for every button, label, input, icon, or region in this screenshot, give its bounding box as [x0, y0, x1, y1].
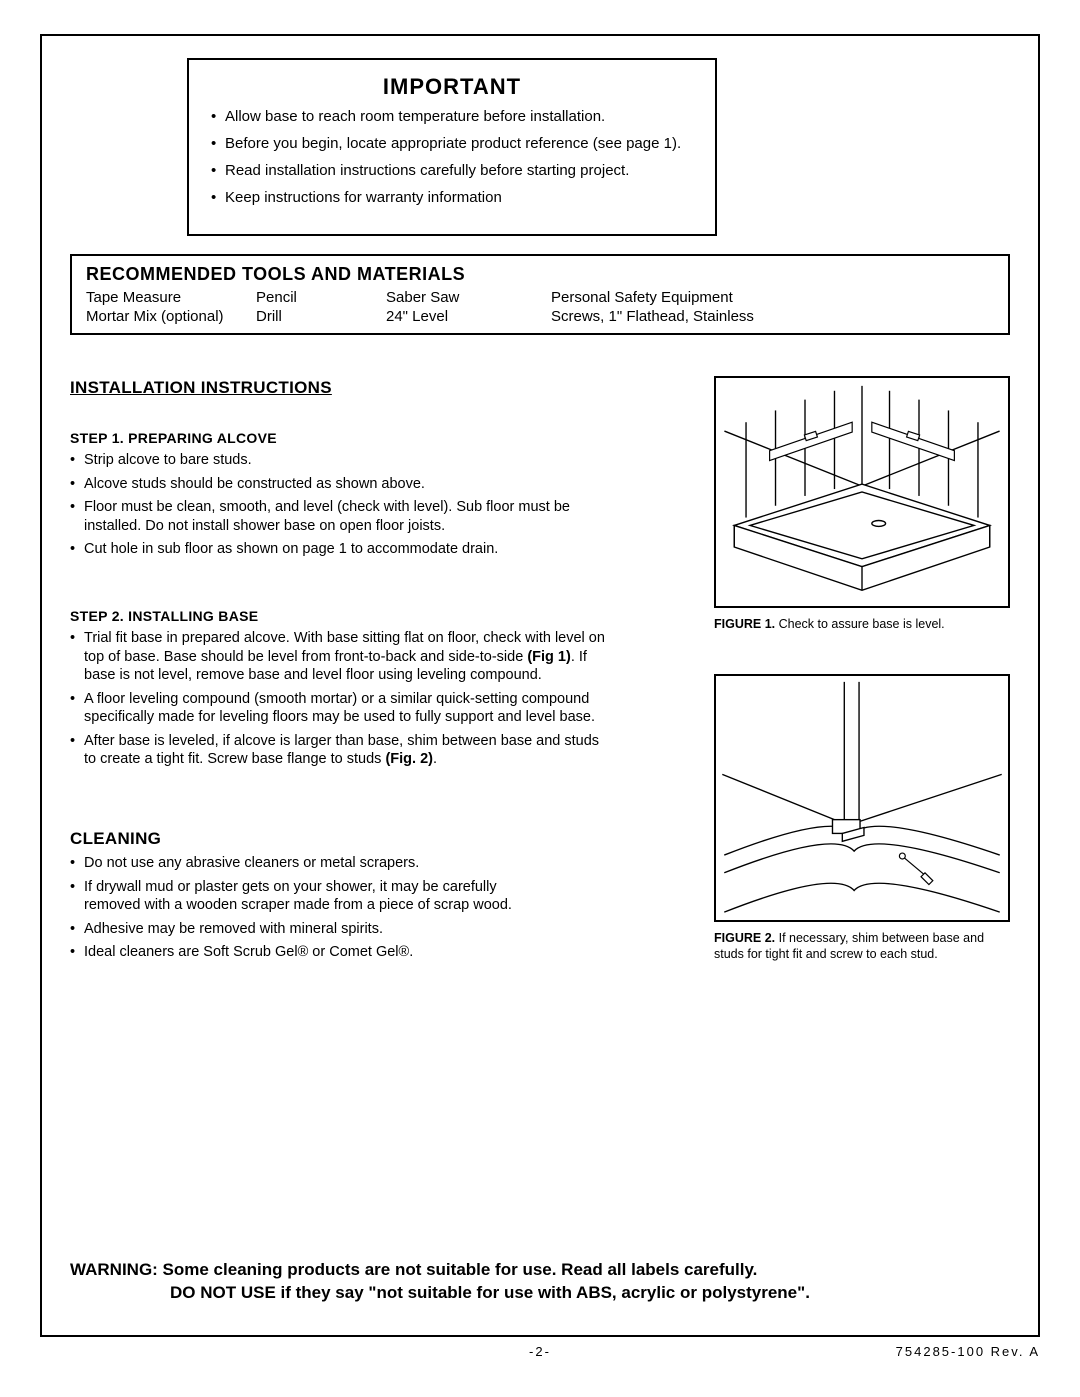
cleaning-item: If drywall mud or plaster gets on your s… [70, 878, 550, 915]
step2-item: Trial fit base in prepared alcove. With … [70, 629, 615, 685]
page-number: -2- [529, 1344, 551, 1359]
tool-item: Tape Measure [86, 289, 256, 306]
warning-line-2: DO NOT USE if they say "not suitable for… [170, 1282, 1010, 1305]
important-box: IMPORTANT Allow base to reach room tempe… [187, 58, 717, 236]
important-list: Allow base to reach room temperature bef… [211, 108, 693, 206]
step2-item: A floor leveling compound (smooth mortar… [70, 690, 615, 727]
fig1-text: Check to assure base is level. [775, 617, 945, 631]
fig1-label: FIGURE 1. [714, 617, 775, 631]
revision: 754285-100 Rev. A [896, 1344, 1040, 1359]
install-heading: INSTALLATION INSTRUCTIONS [70, 378, 332, 398]
step2-section: STEP 2. INSTALLING BASE Trial fit base i… [70, 592, 615, 774]
step2-title: STEP 2. INSTALLING BASE [70, 608, 615, 624]
step2-text: After base is leveled, if alcove is larg… [84, 733, 599, 768]
tool-item: Screws, 1" Flathead, Stainless [551, 308, 851, 325]
cleaning-list: Do not use any abrasive cleaners or meta… [70, 854, 550, 962]
page-inner-border: IMPORTANT Allow base to reach room tempe… [40, 34, 1040, 1337]
step1-title: STEP 1. PREPARING ALCOVE [70, 430, 600, 446]
install-heading-wrap: INSTALLATION INSTRUCTIONS [70, 378, 332, 398]
important-item: Before you begin, locate appropriate pro… [211, 135, 693, 152]
figure-2-caption: FIGURE 2. If necessary, shim between bas… [714, 931, 1010, 962]
fig-ref: (Fig. 2) [385, 751, 433, 767]
tool-item: Pencil [256, 289, 386, 306]
important-title: IMPORTANT [211, 74, 693, 100]
footer: -2- 754285-100 Rev. A [40, 1344, 1040, 1359]
fig-ref: (Fig 1) [527, 649, 571, 665]
important-item: Allow base to reach room temperature bef… [211, 108, 693, 125]
warning-block: WARNING: Some cleaning products are not … [70, 1259, 1010, 1305]
step2-text: . [433, 751, 437, 767]
figure-2 [714, 674, 1010, 922]
cleaning-item: Ideal cleaners are Soft Scrub Gel® or Co… [70, 943, 550, 962]
tool-item: Personal Safety Equipment [551, 289, 851, 306]
cleaning-section: CLEANING Do not use any abrasive cleaner… [70, 829, 550, 967]
figure-2-svg [716, 676, 1008, 920]
tools-title: RECOMMENDED TOOLS AND MATERIALS [86, 264, 994, 285]
step1-item: Alcove studs should be constructed as sh… [70, 475, 600, 494]
tool-item: Saber Saw [386, 289, 551, 306]
cleaning-item: Do not use any abrasive cleaners or meta… [70, 854, 550, 873]
warning-line-1: WARNING: Some cleaning products are not … [70, 1260, 757, 1279]
tool-item: Mortar Mix (optional) [86, 308, 256, 325]
step1-item: Cut hole in sub floor as shown on page 1… [70, 540, 600, 559]
step1-list: Strip alcove to bare studs. Alcove studs… [70, 451, 600, 559]
tool-item: Drill [256, 308, 386, 325]
tools-box: RECOMMENDED TOOLS AND MATERIALS Tape Mea… [70, 254, 1010, 335]
figure-1-caption: FIGURE 1. Check to assure base is level. [714, 617, 1010, 633]
figure-1-svg [716, 378, 1008, 606]
figure-1 [714, 376, 1010, 608]
tool-item: 24" Level [386, 308, 551, 325]
cleaning-item: Adhesive may be removed with mineral spi… [70, 920, 550, 939]
step1-item: Strip alcove to bare studs. [70, 451, 600, 470]
tools-grid: Tape Measure Pencil Saber Saw Personal S… [86, 289, 994, 325]
fig2-label: FIGURE 2. [714, 931, 775, 945]
cleaning-title: CLEANING [70, 829, 550, 849]
step1-item: Floor must be clean, smooth, and level (… [70, 498, 600, 535]
step2-item: After base is leveled, if alcove is larg… [70, 732, 615, 769]
step2-list: Trial fit base in prepared alcove. With … [70, 629, 615, 769]
step1-section: STEP 1. PREPARING ALCOVE Strip alcove to… [70, 414, 600, 564]
important-item: Keep instructions for warranty informati… [211, 189, 693, 206]
important-item: Read installation instructions carefully… [211, 162, 693, 179]
